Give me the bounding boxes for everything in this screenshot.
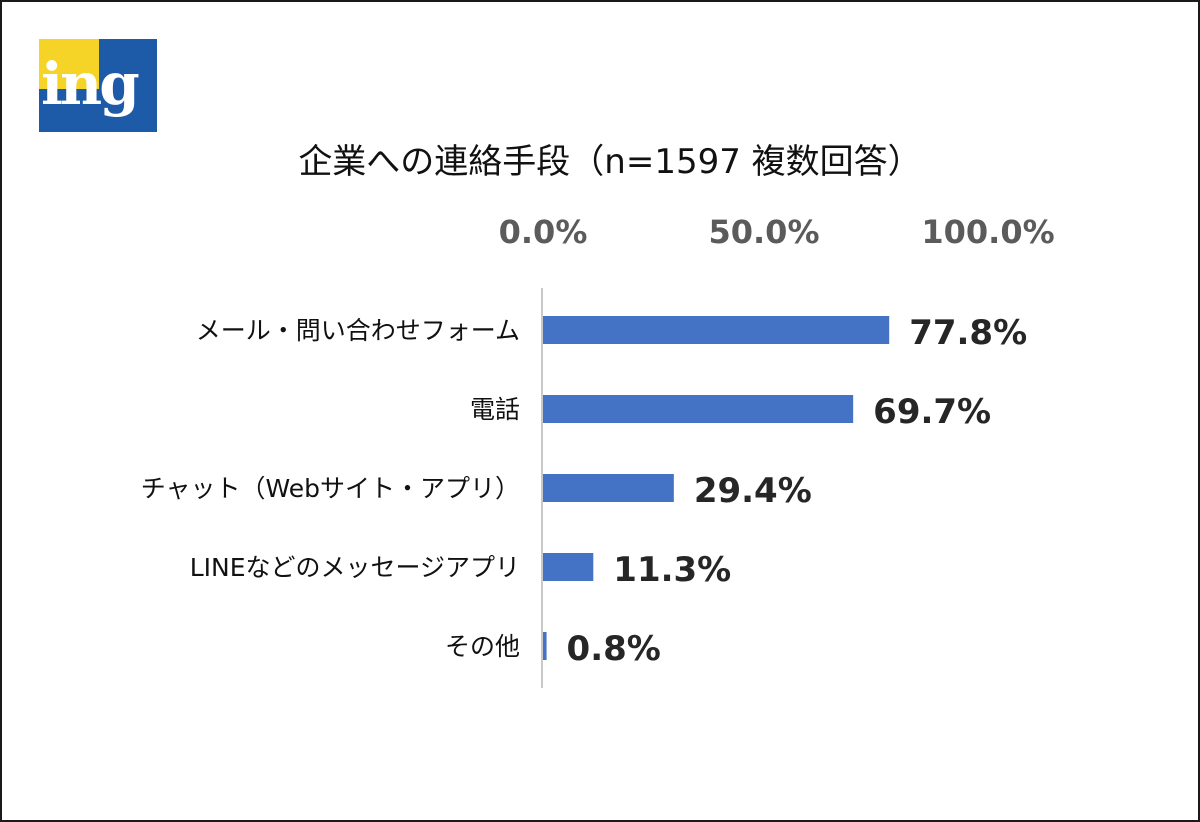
bar [543,553,594,581]
category-label: メール・問い合わせフォーム [196,316,520,345]
data-label: 69.7% [873,392,991,432]
bar [543,632,547,660]
data-label: 29.4% [694,471,812,511]
bar [543,474,674,502]
ing-logo: ing [39,39,157,132]
category-label: LINEなどのメッセージアプリ [190,553,520,582]
data-label: 0.8% [567,629,661,669]
x-tick-label: 0.0% [499,213,588,251]
x-tick-label: 100.0% [921,213,1054,251]
chart-title: 企業への連絡手段（n=1597 複数回答） [298,142,922,182]
logo-text: ing [41,50,140,118]
category-label: 電話 [470,395,520,424]
logo-accent [39,39,99,89]
category-label: その他 [445,632,520,661]
data-label: 77.8% [909,313,1027,353]
data-label: 11.3% [613,550,731,590]
x-tick-label: 50.0% [708,213,819,251]
bar [543,395,854,423]
bar [543,316,890,344]
category-label: チャット（Webサイト・アプリ） [141,474,520,503]
